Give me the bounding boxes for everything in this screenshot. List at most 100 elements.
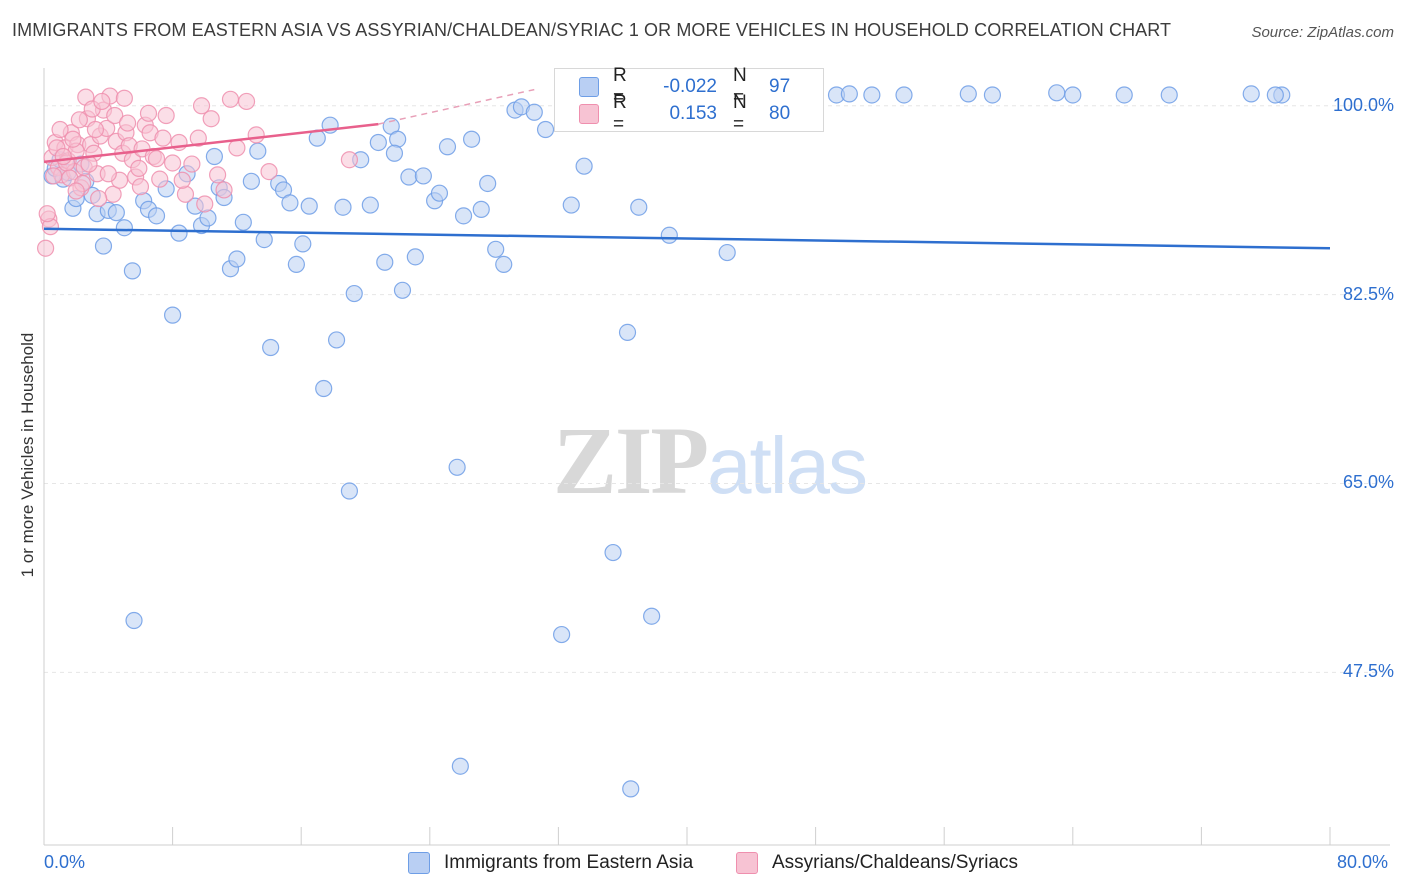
eastern-asia-point — [147, 207, 166, 225]
assyrian-point — [70, 111, 88, 129]
eastern-asia-point — [287, 255, 305, 274]
source-label: Source: ZipAtlas.com — [1251, 24, 1394, 41]
assyrian-point — [93, 92, 111, 111]
assyrian-point — [209, 166, 227, 184]
eastern-asia-point — [361, 196, 379, 214]
assyrian-point — [173, 171, 191, 189]
eastern-asia-point — [562, 196, 580, 214]
legend-r-value-pink: 0.153 — [669, 103, 717, 124]
eastern-asia-point — [472, 200, 490, 218]
eastern-asia-point — [228, 250, 246, 268]
watermark-zip: ZIP — [553, 407, 709, 514]
eastern-asia-point — [369, 133, 387, 152]
eastern-asia-point — [840, 85, 858, 103]
eastern-asia-point — [1064, 86, 1082, 104]
eastern-asia-point — [863, 86, 881, 104]
legend-n-value-pink: 80 — [769, 103, 791, 124]
assyrian-point — [67, 182, 85, 200]
eastern-asia-point — [199, 209, 217, 227]
assyrian-point — [196, 195, 214, 213]
assyrian-point — [130, 159, 148, 177]
eastern-asia-point — [334, 198, 352, 216]
assyrian-point — [99, 165, 117, 183]
eastern-asia-point — [340, 482, 359, 500]
eastern-asia-point — [1048, 84, 1066, 102]
eastern-asia-point — [462, 130, 481, 148]
assyrian-point — [340, 151, 359, 169]
eastern-asia-point — [553, 625, 571, 644]
eastern-asia-point — [660, 226, 678, 244]
eastern-asia-point — [294, 235, 312, 253]
series-swatch-pink — [736, 852, 758, 874]
eastern-asia-point — [495, 255, 513, 274]
assyrian-trend-extension — [378, 88, 535, 125]
eastern-asia-point — [406, 248, 424, 266]
eastern-asia-point — [315, 379, 333, 398]
eastern-asia-point — [125, 611, 143, 630]
assyrian-point — [139, 104, 158, 122]
eastern-asia-point — [107, 204, 125, 222]
eastern-asia-point — [345, 284, 363, 303]
eastern-asia-point — [604, 543, 622, 562]
assyrian-point — [183, 155, 201, 173]
assyrian-point — [90, 189, 108, 208]
assyrian-point — [51, 120, 69, 139]
assyrian-point — [157, 106, 175, 125]
eastern-asia-point — [525, 103, 543, 121]
eastern-asia-point — [454, 207, 473, 225]
assyrian-point — [221, 90, 240, 108]
assyrian-point — [45, 167, 63, 185]
eastern-asia-point — [622, 780, 640, 798]
y-tick-label: 65.0% — [1342, 472, 1394, 493]
eastern-asia-point — [536, 120, 555, 139]
correlation-legend: R = -0.022 N = 97 R = 0.153 N = 80 — [554, 65, 824, 135]
assyrian-point — [151, 170, 169, 188]
series-name-assyrian: Assyrians/Chaldeans/Syriacs — [772, 852, 1019, 873]
eastern-asia-point — [164, 306, 182, 324]
legend-n-value-blue: 97 — [769, 76, 791, 97]
assyrian-point — [237, 92, 256, 111]
legend-r-label: R = — [613, 92, 627, 135]
assyrian-point — [118, 114, 137, 132]
eastern-asia-point — [643, 607, 661, 625]
series-legend: Immigrants from Eastern Asia Assyrians/C… — [0, 852, 1406, 878]
x-tick-label-max: 80.0% — [1337, 852, 1389, 872]
assyrian-point — [115, 89, 133, 107]
eastern-asia-point — [376, 253, 394, 271]
watermark-atlas: atlas — [707, 421, 868, 510]
series-legend-item-eastern-asia: Immigrants from Eastern Asia — [408, 852, 693, 874]
eastern-asia-point — [389, 130, 407, 148]
legend-swatch-pink — [579, 104, 599, 124]
y-tick-label: 47.5% — [1342, 661, 1394, 682]
series-swatch-blue — [408, 852, 430, 874]
eastern-asia-point — [234, 213, 252, 231]
assyrian-trend-line — [43, 122, 379, 164]
assyrian-point — [131, 178, 150, 196]
eastern-asia-point — [575, 157, 593, 175]
eastern-asia-point — [249, 142, 267, 160]
legend-r-label: R = — [613, 65, 627, 108]
assyrian-point — [37, 239, 55, 257]
assyrian-point — [164, 154, 182, 172]
eastern-asia-point — [451, 757, 469, 775]
eastern-asia-point — [487, 240, 505, 258]
eastern-asia-point — [414, 167, 432, 185]
eastern-asia-point — [983, 86, 1002, 104]
watermark: ZIPatlas — [553, 405, 868, 516]
eastern-asia-point — [393, 281, 412, 299]
eastern-asia-point — [618, 323, 637, 341]
eastern-asia-point — [1266, 86, 1284, 104]
eastern-asia-point — [327, 331, 346, 349]
assyrian-point — [176, 185, 195, 203]
x-tick-label-min: 0.0% — [44, 852, 86, 872]
eastern-asia-point — [255, 230, 273, 249]
legend-swatch-blue — [579, 77, 599, 97]
eastern-asia-point — [430, 184, 449, 202]
assyrian-point — [189, 129, 207, 147]
assyrian-point — [64, 130, 82, 148]
assyrian-point — [147, 150, 166, 168]
eastern-asia-point — [895, 86, 913, 104]
assyrian-point — [86, 120, 105, 139]
chart-title: IMMIGRANTS FROM EASTERN ASIA VS ASSYRIAN… — [12, 20, 1172, 40]
eastern-asia-point — [1242, 85, 1260, 103]
